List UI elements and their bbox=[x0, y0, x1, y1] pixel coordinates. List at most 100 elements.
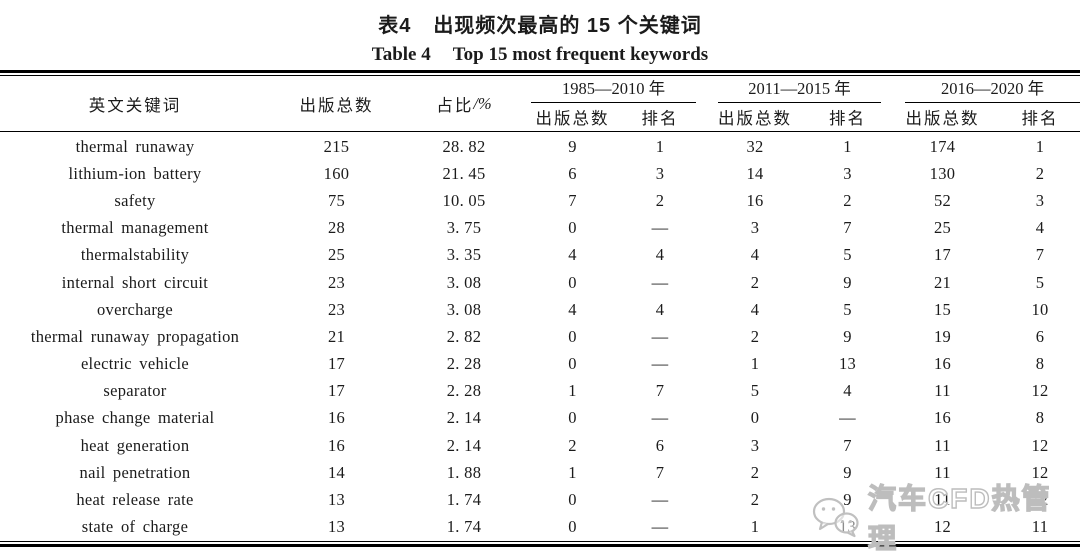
p1-pub-cell: 0 bbox=[568, 272, 577, 292]
p1-pub-cell: 0 bbox=[568, 218, 577, 238]
table-row: thermal runaway propagation 21 2. 82 0 —… bbox=[0, 323, 1080, 350]
p2-rank-cell: 9 bbox=[843, 490, 852, 510]
percent-cell: 1. 88 bbox=[446, 462, 482, 482]
table-row: thermalstability 25 3. 35 4 4 4 5 17 7 bbox=[0, 242, 1080, 269]
p3-rank-cell: 3 bbox=[1035, 190, 1045, 210]
table-row: overcharge 23 3. 08 4 4 4 5 15 10 bbox=[0, 296, 1080, 323]
table-title-zh-text: 出现频次最高的 15 个关键词 bbox=[433, 15, 702, 37]
total-pub-cell: 28 bbox=[327, 218, 346, 238]
p2-pub-cell: 4 bbox=[750, 299, 760, 319]
keyword-cell: heat release rate bbox=[76, 490, 194, 510]
p1-rank-cell: 6 bbox=[655, 435, 665, 455]
keyword-cell: thermal runaway bbox=[75, 136, 195, 156]
table-number-en: Table 4 bbox=[371, 44, 431, 65]
percent-cell: 28. 82 bbox=[442, 136, 486, 156]
header-divider-rule bbox=[0, 131, 1080, 133]
p2-pub-cell: 14 bbox=[746, 163, 764, 183]
p2-pub-cell: 5 bbox=[750, 381, 760, 401]
sub-header-rank: 排名 bbox=[1021, 110, 1059, 128]
keyword-cell: internal short circuit bbox=[61, 272, 209, 292]
keyword-cell: thermal management bbox=[61, 218, 209, 238]
col-header-percent: 占比/% bbox=[403, 76, 525, 131]
p3-rank-cell: 1 bbox=[1035, 136, 1045, 156]
table-row: state of charge 13 1. 74 0 — 1 13 12 11 bbox=[0, 514, 1080, 541]
keyword-cell: heat generation bbox=[80, 435, 190, 455]
total-pub-cell: 215 bbox=[323, 136, 350, 156]
table-number-zh: 表4 bbox=[378, 15, 412, 37]
table-title-en-text: Top 15 most frequent keywords bbox=[452, 44, 709, 65]
p1-rank-cell: 3 bbox=[655, 163, 665, 183]
p3-pub-cell: 19 bbox=[933, 326, 952, 346]
p2-rank-cell: 3 bbox=[843, 163, 852, 183]
percent-cell: 3. 08 bbox=[446, 272, 482, 292]
p1-rank-cell: 4 bbox=[655, 245, 665, 265]
p3-rank-cell: 8 bbox=[1035, 408, 1045, 428]
total-pub-cell: 13 bbox=[327, 490, 346, 510]
p1-pub-cell: 0 bbox=[568, 490, 577, 510]
percent-cell: 2. 14 bbox=[446, 408, 482, 428]
p2-rank-cell: 7 bbox=[843, 435, 852, 455]
table-row: heat release rate 13 1. 74 0 — 2 9 11 12 bbox=[0, 486, 1080, 513]
p1-rank-cell: 7 bbox=[655, 462, 665, 482]
col-header-total: 出版总数 bbox=[299, 96, 374, 115]
p2-rank-cell: 2 bbox=[843, 190, 852, 210]
p1-pub-cell: 1 bbox=[568, 381, 577, 401]
p2-rank-cell: 1 bbox=[843, 136, 852, 156]
p3-rank-cell: 12 bbox=[1031, 462, 1049, 482]
keyword-cell: overcharge bbox=[97, 299, 173, 319]
p2-pub-cell: 1 bbox=[750, 517, 760, 537]
keyword-cell: thermal runaway propagation bbox=[30, 326, 240, 346]
p3-pub-cell: 16 bbox=[933, 354, 952, 374]
period-group-2011-2015: 2011—2015 年 出版总数 排名 bbox=[700, 76, 885, 131]
p3-rank-cell: 8 bbox=[1035, 354, 1045, 374]
p1-rank-cell: — bbox=[651, 408, 669, 428]
p1-rank-cell: — bbox=[651, 326, 669, 346]
p2-rank-cell: 9 bbox=[843, 272, 852, 292]
p1-pub-cell: 0 bbox=[568, 326, 577, 346]
p2-rank-cell: 9 bbox=[843, 326, 852, 346]
keyword-cell: separator bbox=[103, 381, 167, 401]
keyword-cell: safety bbox=[114, 190, 156, 210]
table-title-zh: 表4 出现频次最高的 15 个关键词 bbox=[0, 11, 1080, 41]
table-row: nail penetration 14 1. 88 1 7 2 9 11 12 bbox=[0, 459, 1080, 486]
p3-pub-cell: 11 bbox=[934, 435, 951, 455]
p1-rank-cell: 7 bbox=[655, 381, 665, 401]
p1-pub-cell: 0 bbox=[568, 517, 577, 537]
total-pub-cell: 25 bbox=[327, 245, 346, 265]
p1-pub-cell: 7 bbox=[568, 190, 577, 210]
total-pub-cell: 17 bbox=[327, 354, 346, 374]
p2-pub-cell: 1 bbox=[750, 354, 760, 374]
p3-pub-cell: 11 bbox=[934, 381, 951, 401]
p3-rank-cell: 12 bbox=[1031, 381, 1049, 401]
p1-rank-cell: — bbox=[651, 517, 669, 537]
p1-rank-cell: — bbox=[651, 218, 669, 238]
percent-cell: 21. 45 bbox=[442, 163, 486, 183]
p1-pub-cell: 1 bbox=[568, 462, 577, 482]
p2-rank-cell: 13 bbox=[838, 354, 857, 374]
table-row: electric vehicle 17 2. 28 0 — 1 13 16 8 bbox=[0, 351, 1080, 378]
p2-pub-cell: 2 bbox=[750, 490, 760, 510]
p2-pub-cell: 2 bbox=[750, 272, 760, 292]
p3-pub-cell: 52 bbox=[933, 190, 952, 210]
table-bottom-rule bbox=[0, 540, 1080, 547]
p3-rank-cell: 2 bbox=[1035, 163, 1045, 183]
p3-rank-cell: 12 bbox=[1031, 490, 1049, 510]
p2-pub-cell: 0 bbox=[750, 408, 760, 428]
p3-pub-cell: 11 bbox=[934, 462, 951, 482]
p3-pub-cell: 174 bbox=[929, 136, 956, 156]
percent-unit: /% bbox=[473, 93, 492, 113]
period-label: 1985—2010 年 bbox=[531, 76, 696, 103]
p1-rank-cell: 4 bbox=[655, 299, 665, 319]
p3-rank-cell: 4 bbox=[1035, 218, 1045, 238]
period-label: 2011—2015 年 bbox=[718, 76, 881, 103]
keyword-cell: thermalstability bbox=[80, 245, 190, 265]
p1-rank-cell: — bbox=[651, 354, 669, 374]
p2-pub-cell: 2 bbox=[750, 462, 760, 482]
table-row: heat generation 16 2. 14 2 6 3 7 11 12 bbox=[0, 432, 1080, 459]
p3-rank-cell: 7 bbox=[1035, 245, 1045, 265]
p2-rank-cell: 4 bbox=[843, 381, 852, 401]
p2-rank-cell: 5 bbox=[843, 245, 852, 265]
p3-pub-cell: 12 bbox=[933, 517, 952, 537]
sub-header-rank: 排名 bbox=[641, 110, 679, 128]
keyword-cell: electric vehicle bbox=[80, 354, 190, 374]
